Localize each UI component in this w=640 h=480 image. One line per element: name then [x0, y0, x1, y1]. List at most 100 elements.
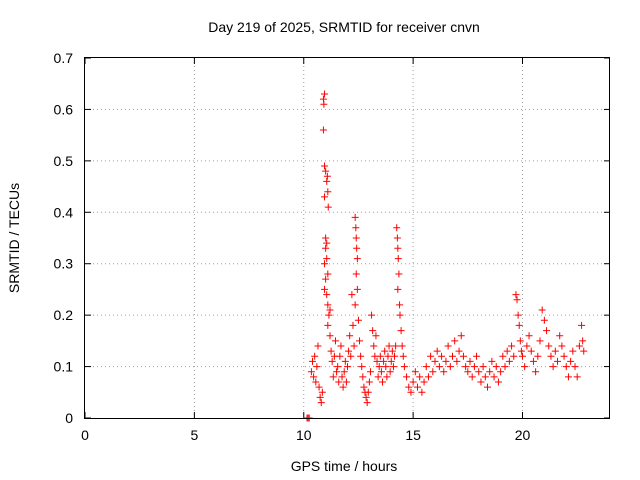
data-point — [323, 239, 331, 247]
data-point — [403, 373, 411, 381]
data-point — [409, 378, 417, 386]
data-point — [556, 332, 564, 340]
data-point — [394, 244, 402, 252]
data-point — [340, 368, 348, 376]
y-tick-label: 0.2 — [54, 307, 74, 323]
data-point — [505, 357, 513, 365]
data-point — [324, 301, 332, 309]
data-point — [435, 363, 443, 371]
data-point — [326, 332, 334, 340]
data-point — [394, 255, 402, 263]
data-point — [462, 363, 470, 371]
data-point — [379, 378, 386, 386]
data-point — [564, 373, 572, 381]
data-point — [486, 368, 494, 376]
data-point — [545, 342, 553, 350]
x-tick-label: 10 — [296, 427, 312, 443]
data-point — [324, 321, 332, 329]
data-point — [527, 347, 535, 355]
y-tick-label: 0.6 — [54, 101, 74, 117]
data-point — [358, 363, 366, 371]
data-point — [399, 352, 407, 360]
data-point — [549, 363, 557, 371]
data-point — [359, 373, 367, 381]
data-point — [446, 363, 454, 371]
data-point — [322, 244, 330, 252]
data-point — [324, 188, 332, 196]
data-point — [497, 368, 505, 376]
data-point — [324, 270, 332, 278]
data-point — [364, 388, 372, 396]
data-point — [321, 90, 329, 98]
data-point — [501, 363, 509, 371]
data-point — [407, 388, 415, 396]
data-point — [335, 378, 343, 386]
data-point — [395, 270, 403, 278]
data-point — [414, 383, 421, 391]
data-point — [534, 352, 542, 360]
data-point — [372, 332, 380, 340]
y-tick-label: 0 — [65, 410, 73, 426]
data-point — [442, 357, 450, 365]
data-point — [383, 373, 391, 381]
data-point — [376, 352, 384, 360]
data-point — [569, 347, 577, 355]
data-point — [310, 373, 318, 381]
data-point — [357, 352, 365, 360]
data-point — [342, 378, 350, 386]
data-point — [321, 285, 329, 293]
data-point — [411, 368, 419, 376]
data-point — [389, 363, 397, 371]
data-point — [317, 399, 325, 407]
data-point — [348, 291, 356, 299]
data-point — [327, 347, 335, 355]
data-point — [323, 172, 331, 180]
data-point — [451, 337, 459, 345]
data-point — [338, 373, 346, 381]
data-point — [464, 368, 472, 376]
data-point — [352, 270, 360, 278]
data-point — [536, 337, 544, 345]
data-point — [457, 332, 465, 340]
data-point — [523, 342, 531, 350]
data-point — [386, 368, 394, 376]
data-point — [453, 357, 461, 365]
data-point — [455, 347, 463, 355]
data-point — [473, 352, 481, 360]
data-point — [396, 301, 404, 309]
data-point — [373, 357, 381, 365]
data-point — [393, 234, 401, 242]
data-point — [466, 357, 474, 365]
data-point — [320, 100, 328, 108]
data-point — [356, 337, 364, 345]
data-point — [468, 373, 476, 381]
y-tick-label: 0.5 — [54, 153, 74, 169]
data-point — [349, 321, 357, 329]
data-point — [339, 383, 347, 391]
data-point — [322, 167, 330, 175]
data-point — [314, 342, 322, 350]
data-point — [331, 337, 339, 345]
y-tick-label: 0.4 — [54, 204, 74, 220]
data-point — [385, 342, 393, 350]
data-point — [393, 224, 401, 232]
data-point — [341, 357, 349, 365]
data-point — [484, 383, 491, 391]
data-point — [326, 306, 334, 314]
data-point — [508, 342, 516, 350]
data-point — [313, 363, 321, 371]
data-point — [354, 316, 362, 324]
data-point — [346, 332, 354, 340]
data-point — [311, 352, 319, 360]
data-point — [475, 368, 483, 376]
data-point — [312, 378, 320, 386]
data-point — [370, 342, 378, 350]
data-point — [351, 301, 359, 309]
data-point — [405, 383, 413, 391]
data-point — [352, 234, 360, 242]
data-point — [492, 363, 500, 371]
tick-layer: 0 5 10 15 20 0 0.1 0.2 0.3 0.4 0.5 0.6 0.7 — [54, 50, 610, 443]
data-point — [366, 368, 374, 376]
data-point — [369, 327, 377, 335]
